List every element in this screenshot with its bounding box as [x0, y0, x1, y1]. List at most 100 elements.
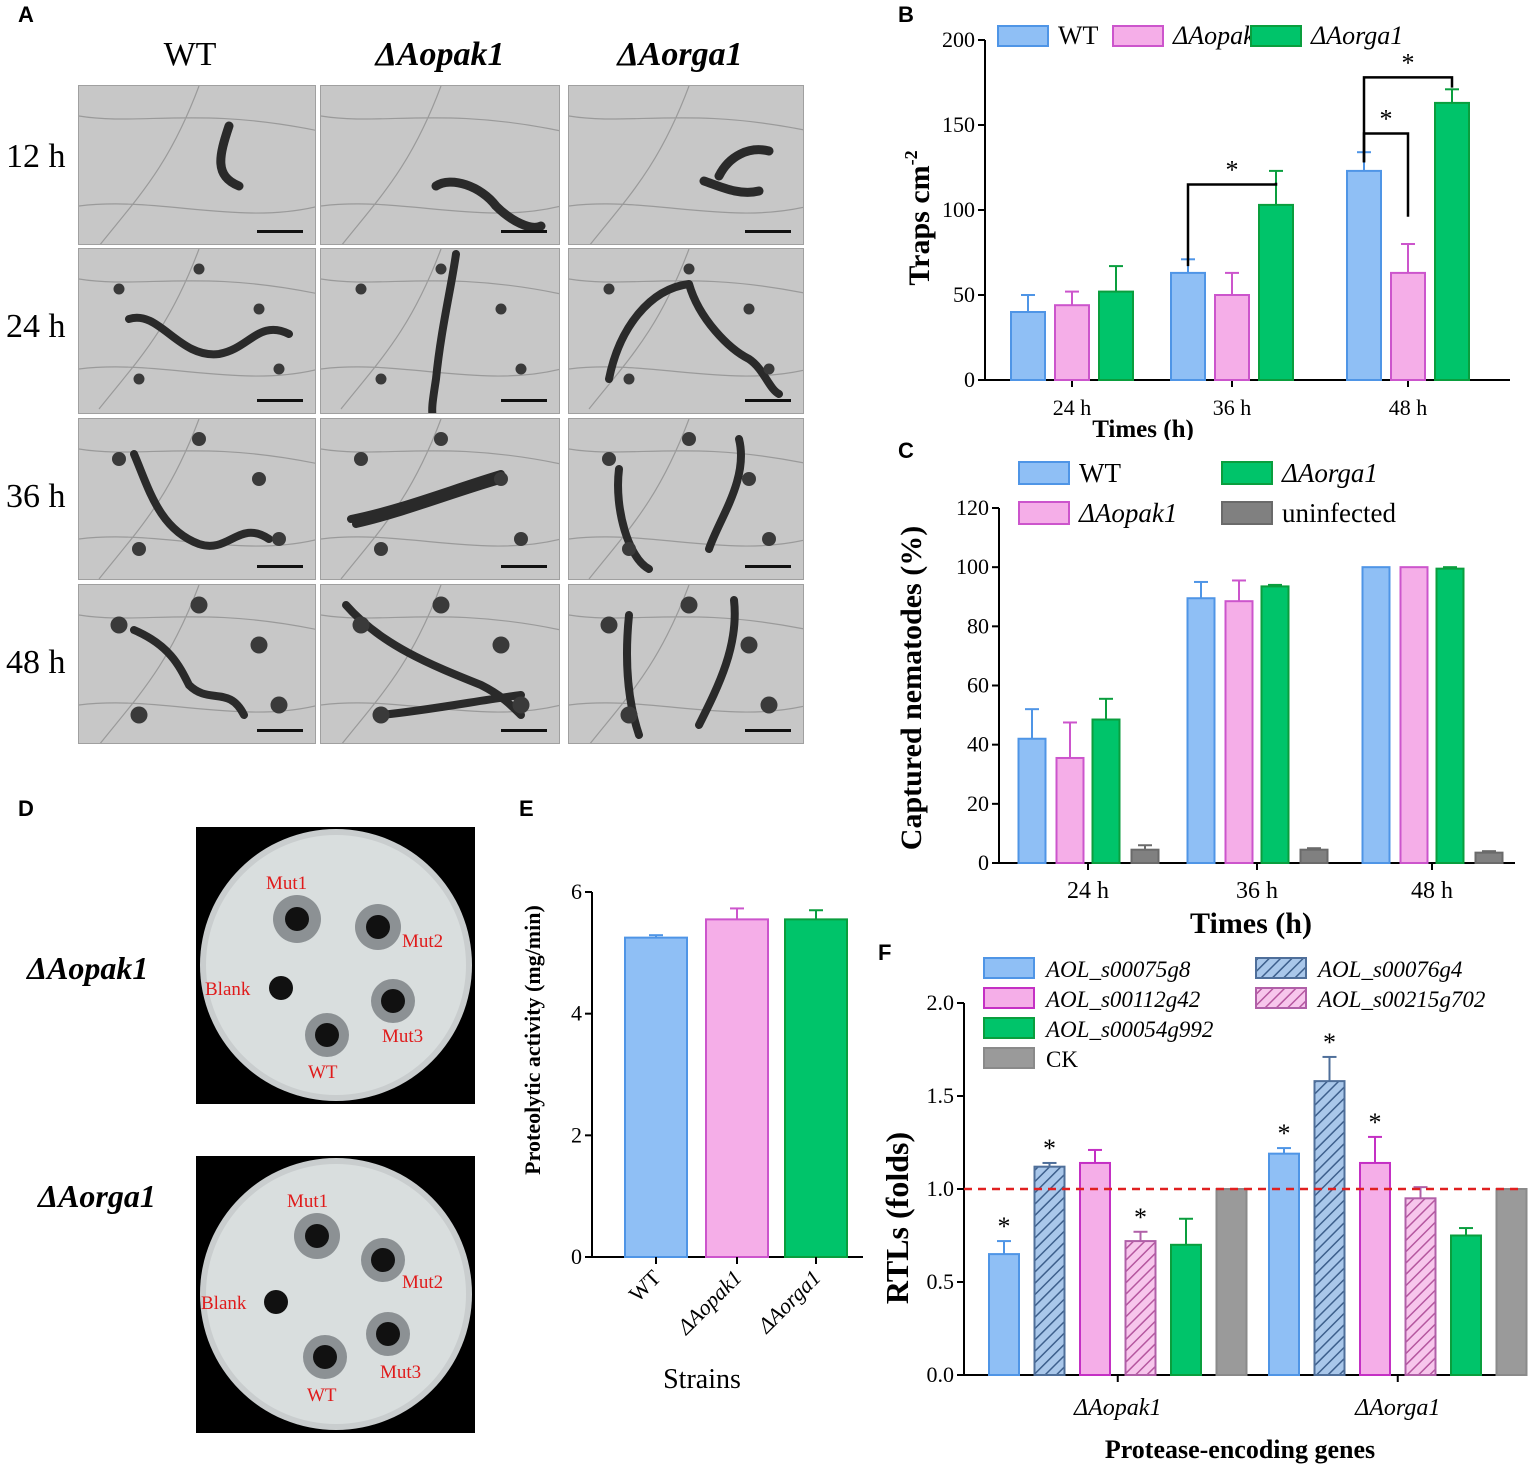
scale-bar — [257, 230, 303, 233]
scale-bar — [745, 565, 791, 568]
trap-cluster — [515, 363, 527, 375]
well-label-blank: Blank — [201, 1293, 247, 1314]
chart-b-bar — [1010, 311, 1046, 381]
scale-bar — [257, 399, 303, 402]
column-header-aorga1: ΔAorga1 — [590, 36, 770, 74]
chart-b-bar — [1390, 271, 1426, 381]
nematode — [347, 470, 507, 528]
chart-c-ylabel: Captured nematodes (%) — [895, 526, 928, 850]
chart-b-significance-star: * — [1402, 48, 1415, 77]
scale-bar — [501, 230, 547, 233]
chart-f-significance-star: * — [1369, 1108, 1382, 1137]
micrograph-drawing — [79, 419, 315, 579]
chart-e-x-tick-label: WT — [624, 1264, 666, 1306]
trap-cluster — [250, 636, 268, 654]
well-label-mut1: Mut1 — [287, 1191, 328, 1212]
trap-cluster — [512, 696, 530, 714]
chart-b-x-tick-label: 48 h — [1389, 395, 1428, 420]
nematode — [614, 435, 745, 573]
column-header-aopak1: ΔAopak1 — [350, 36, 530, 74]
trap-cluster — [760, 696, 778, 714]
chart-f-legend-s00054g992-label: AOL_s00054g992 — [1044, 1017, 1213, 1042]
scale-bar — [745, 230, 791, 233]
trap-cluster — [623, 373, 635, 385]
trap-cluster — [270, 696, 288, 714]
trap-cluster — [494, 472, 508, 486]
chart-b-xlabel: Times (h) — [1092, 416, 1194, 440]
micrograph-aopak1-36h — [320, 418, 560, 580]
chart-f-y-tick-label: 1.0 — [927, 1176, 955, 1201]
well-mut2 — [366, 915, 390, 939]
chart-c-bar — [1260, 585, 1290, 864]
row-label-48h: 48 h — [6, 644, 66, 681]
chart-f-legend-s00112g42-label: AOL_s00112g42 — [1044, 987, 1200, 1012]
scale-bar — [745, 729, 791, 732]
chart-f-legend-s00215g702-swatch — [1255, 987, 1307, 1009]
well-label-mut1: Mut1 — [266, 873, 307, 894]
well-label-mut3: Mut3 — [382, 1026, 423, 1047]
chart-c-bar — [1299, 848, 1329, 864]
chart-b-significance-bracket — [1186, 182, 1278, 267]
petri-dish-aopak1-drawing: Mut1 Mut2 Mut3 WT Blank — [200, 829, 472, 1101]
chart-e-bar — [784, 918, 848, 1258]
chart-c-legend-aopak1-swatch — [1018, 501, 1070, 525]
chart-c-legend-aorga1-label: ΔAorga1 — [1281, 458, 1378, 488]
trap-cluster — [434, 432, 448, 446]
trap-cluster — [742, 472, 756, 486]
scale-bar — [501, 729, 547, 732]
chart-f: 0.0 0.5 1.0 1.5 2.0 ΔAopak1 ΔAorga1 * * * * * * AOL_s… — [879, 957, 1528, 1464]
chart-c-bar — [1474, 851, 1504, 865]
chart-b-legend-aorga1-swatch — [1250, 25, 1302, 47]
well-mut3 — [376, 1322, 400, 1346]
micrograph-aorga1-24h — [568, 248, 804, 414]
chart-c-bar — [1091, 718, 1121, 865]
chart-c-bar — [1361, 566, 1391, 865]
nematode — [623, 596, 739, 739]
chart-f-bar — [1404, 1197, 1437, 1376]
chart-e-x-tick-label: ΔAorga1 — [752, 1265, 826, 1339]
trap-cluster — [273, 363, 285, 375]
chart-f-legend-s00076g4-label: AOL_s00076g4 — [1316, 957, 1462, 982]
chart-b-y-tick-label: 0 — [964, 367, 975, 392]
hyphae — [569, 585, 803, 743]
chart-f-xlabel: Protease-encoding genes — [1105, 1435, 1375, 1464]
chart-b-ylabel-main: Traps cm — [903, 165, 936, 285]
row-label-36h: 36 h — [6, 478, 66, 515]
panel-label-c: C — [898, 438, 914, 463]
micrograph-aorga1-48h — [568, 584, 804, 744]
scale-bar — [745, 399, 791, 402]
micrograph-drawing — [79, 86, 315, 244]
well-label-mut3: Mut3 — [380, 1362, 421, 1383]
scale-bar — [501, 399, 547, 402]
well-label-blank: Blank — [205, 979, 251, 1000]
chart-c-legend-aopak1-label: ΔAopak1 — [1078, 498, 1177, 528]
micrograph-drawing — [321, 249, 559, 413]
petri-dish-aorga1-drawing: Mut1 Mut2 Mut3 WT Blank — [200, 1158, 472, 1430]
chart-c-y-tick-label: 120 — [956, 495, 989, 520]
trap-cluster — [763, 363, 775, 375]
chart-b-significance-bracket — [1362, 132, 1410, 217]
well-mut1 — [305, 1224, 329, 1248]
chart-c-y-tick-label: 0 — [978, 850, 989, 875]
micrograph-drawing — [569, 585, 803, 743]
dish-agar — [206, 835, 466, 1095]
hyphae — [569, 419, 803, 579]
scale-bar — [501, 565, 547, 568]
chart-f-legend-s00054g992-swatch — [983, 1017, 1035, 1039]
well-mut2 — [371, 1248, 395, 1272]
trap-cluster — [740, 636, 758, 654]
well-label-wt: WT — [308, 1062, 338, 1083]
chart-f-y-tick-label: 0.0 — [927, 1362, 955, 1387]
chart-f-legend-s00112g42-swatch — [983, 987, 1035, 1009]
chart-b-y-tick-label: 150 — [942, 112, 975, 137]
chart-c-bar — [1186, 597, 1216, 865]
chart-c-bar — [1399, 566, 1429, 865]
chart-c-bar — [1130, 848, 1160, 864]
chart-f-y-tick-label: 0.5 — [927, 1269, 955, 1294]
chart-b-bar — [1054, 304, 1090, 382]
chart-c-x-tick-label: 24 h — [1067, 878, 1109, 904]
chart-c-legend-wt-label: WT — [1079, 458, 1121, 488]
trap-cluster — [375, 373, 387, 385]
chart-e-y-tick-label: 6 — [571, 879, 582, 904]
nematode — [125, 313, 293, 359]
